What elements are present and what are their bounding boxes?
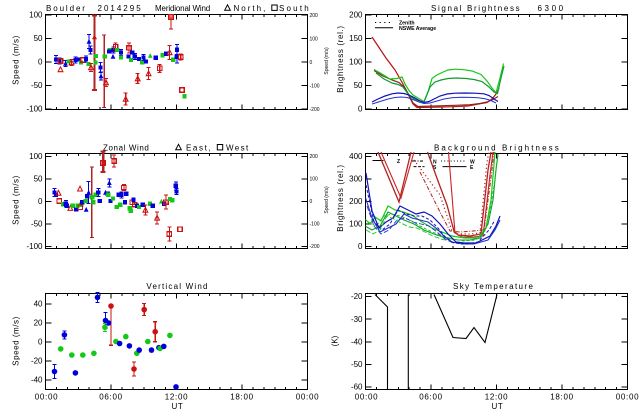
- svg-text:-60: -60: [351, 383, 363, 392]
- svg-text:300: 300: [349, 175, 363, 184]
- svg-text:100: 100: [29, 11, 43, 20]
- svg-text:0: 0: [38, 197, 43, 206]
- svg-text:Brightness (rel.): Brightness (rel.): [336, 164, 345, 232]
- svg-text:-100: -100: [26, 105, 43, 114]
- svg-text:0: 0: [38, 58, 43, 67]
- svg-text:Zonal Wind: Zonal Wind: [103, 144, 149, 153]
- svg-text:12:00: 12:00: [165, 393, 189, 402]
- svg-text:Sky Temperature: Sky Temperature: [453, 282, 534, 291]
- svg-text:200: 200: [349, 11, 363, 20]
- svg-text:2014295: 2014295: [98, 4, 143, 13]
- svg-text:NSWE Average: NSWE Average: [399, 26, 436, 32]
- svg-text:50: 50: [34, 34, 43, 43]
- svg-text:20: 20: [34, 319, 43, 328]
- svg-text:-200: -200: [310, 107, 320, 113]
- svg-text:Brightness (rel.): Brightness (rel.): [336, 25, 345, 93]
- svg-text:00:00: 00:00: [616, 393, 640, 402]
- svg-text:Background Brightness: Background Brightness: [434, 144, 561, 153]
- svg-text:S: S: [433, 165, 437, 171]
- svg-text:12:00: 12:00: [485, 393, 509, 402]
- svg-text:100: 100: [310, 177, 319, 183]
- svg-text:0: 0: [310, 60, 313, 66]
- svg-text:-100: -100: [26, 242, 43, 251]
- svg-text:Speed (m/s): Speed (m/s): [12, 175, 21, 225]
- svg-text:-40: -40: [351, 337, 363, 346]
- svg-text:200: 200: [310, 154, 319, 160]
- svg-text:00:00: 00:00: [296, 393, 320, 402]
- svg-text:-50: -50: [31, 81, 43, 90]
- svg-text:Boulder: Boulder: [46, 4, 87, 13]
- svg-text:UT: UT: [171, 402, 183, 411]
- svg-text:200: 200: [310, 13, 319, 19]
- svg-text:50: 50: [34, 175, 43, 184]
- svg-text:0: 0: [358, 242, 363, 251]
- svg-text:100: 100: [29, 152, 43, 161]
- svg-text:200: 200: [349, 197, 363, 206]
- svg-text:East,: East,: [186, 144, 212, 153]
- svg-text:0: 0: [310, 199, 313, 205]
- svg-text:-20: -20: [351, 292, 363, 301]
- svg-text:-40: -40: [31, 376, 43, 385]
- svg-text:18:00: 18:00: [230, 393, 254, 402]
- svg-text:Speed (m/s): Speed (m/s): [12, 316, 21, 366]
- svg-text:Speed (m/s): Speed (m/s): [12, 35, 21, 85]
- svg-text:Signal Brightness: Signal Brightness: [431, 4, 521, 13]
- svg-text:Speed (m/s): Speed (m/s): [324, 47, 330, 75]
- svg-text:150: 150: [349, 34, 363, 43]
- svg-text:UT: UT: [491, 402, 503, 411]
- svg-text:00:00: 00:00: [355, 393, 379, 402]
- svg-text:Z: Z: [397, 159, 400, 165]
- svg-text:Zenith: Zenith: [399, 21, 415, 27]
- svg-text:-20: -20: [31, 357, 43, 366]
- svg-text:N: N: [433, 159, 437, 165]
- svg-text:South: South: [279, 4, 311, 13]
- svg-text:-100: -100: [310, 83, 320, 89]
- svg-text:-200: -200: [310, 244, 320, 250]
- svg-text:50: 50: [354, 81, 363, 90]
- svg-text:Vertical Wind: Vertical Wind: [146, 282, 208, 291]
- svg-text:06:00: 06:00: [419, 393, 443, 402]
- svg-text:0: 0: [358, 105, 363, 114]
- svg-text:-50: -50: [31, 220, 43, 229]
- svg-text:North,: North,: [234, 4, 268, 13]
- svg-text:100: 100: [349, 58, 363, 67]
- svg-text:W: W: [470, 159, 475, 165]
- svg-text:-50: -50: [351, 360, 363, 369]
- svg-text:100: 100: [349, 220, 363, 229]
- svg-text:400: 400: [349, 152, 363, 161]
- svg-text:40: 40: [34, 300, 43, 309]
- svg-text:Speed (m/s): Speed (m/s): [324, 186, 330, 214]
- svg-text:(K): (K): [331, 335, 340, 346]
- svg-text:06:00: 06:00: [99, 393, 123, 402]
- svg-text:0: 0: [38, 338, 43, 347]
- svg-text:18:00: 18:00: [550, 393, 574, 402]
- svg-text:-30: -30: [351, 315, 363, 324]
- svg-text:Meridional Wind: Meridional Wind: [155, 4, 210, 13]
- svg-text:West: West: [226, 144, 250, 153]
- svg-text:-100: -100: [310, 222, 320, 228]
- svg-text:E: E: [470, 165, 474, 171]
- svg-text:6300: 6300: [538, 4, 566, 13]
- svg-text:00:00: 00:00: [35, 393, 59, 402]
- svg-text:100: 100: [310, 36, 319, 42]
